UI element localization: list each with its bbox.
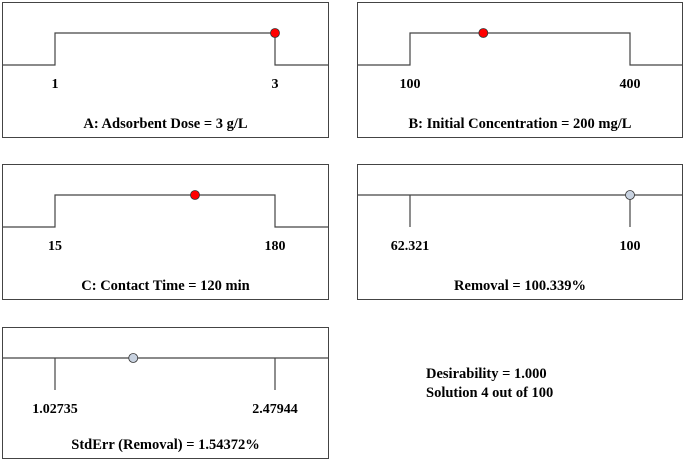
stderr-removal-low-label: 1.02735 [32,402,78,417]
removal-marker [625,190,635,200]
solution-text: Solution 4 out of 100 [426,385,554,401]
removal-low-label: 62.321 [391,239,430,254]
initial-concentration-marker [478,28,489,38]
removal-panel [357,164,683,300]
initial-concentration-ramp [357,32,683,66]
contact-time-ramp [2,194,329,228]
adsorbent-dose-ramp [2,32,329,66]
adsorbent-dose-panel [2,2,329,138]
initial-concentration-high-label: 400 [620,77,641,92]
adsorbent-dose-caption: A: Adsorbent Dose = 3 g/L [83,116,247,132]
removal-caption: Removal = 100.339% [454,278,586,294]
desirability-text: Desirability = 1.000 [426,366,547,382]
contact-time-panel [2,164,329,300]
stderr-removal-panel [2,327,329,459]
contact-time-low-label: 15 [48,239,62,254]
adsorbent-dose-low-label: 1 [52,77,59,92]
initial-concentration-panel [357,2,683,138]
adsorbent-dose-high-label: 3 [272,77,279,92]
solution-summary: Desirability = 1.000 Solution 4 out of 1… [426,365,553,403]
stderr-removal-caption: StdErr (Removal) = 1.54372% [71,437,259,453]
initial-concentration-low-label: 100 [400,77,421,92]
stderr-removal-high-label: 2.47944 [252,402,298,417]
contact-time-marker [190,190,200,200]
contact-time-high-label: 180 [265,239,286,254]
initial-concentration-caption: B: Initial Concentration = 200 mg/L [409,116,632,132]
stderr-removal-marker [128,353,139,363]
contact-time-caption: C: Contact Time = 120 min [81,278,249,294]
removal-high-label: 100 [620,239,641,254]
adsorbent-dose-marker [270,28,280,38]
